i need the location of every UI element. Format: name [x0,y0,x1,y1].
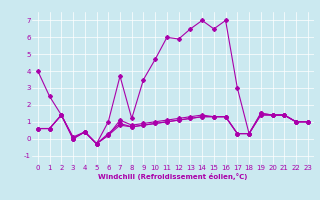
X-axis label: Windchill (Refroidissement éolien,°C): Windchill (Refroidissement éolien,°C) [98,173,247,180]
